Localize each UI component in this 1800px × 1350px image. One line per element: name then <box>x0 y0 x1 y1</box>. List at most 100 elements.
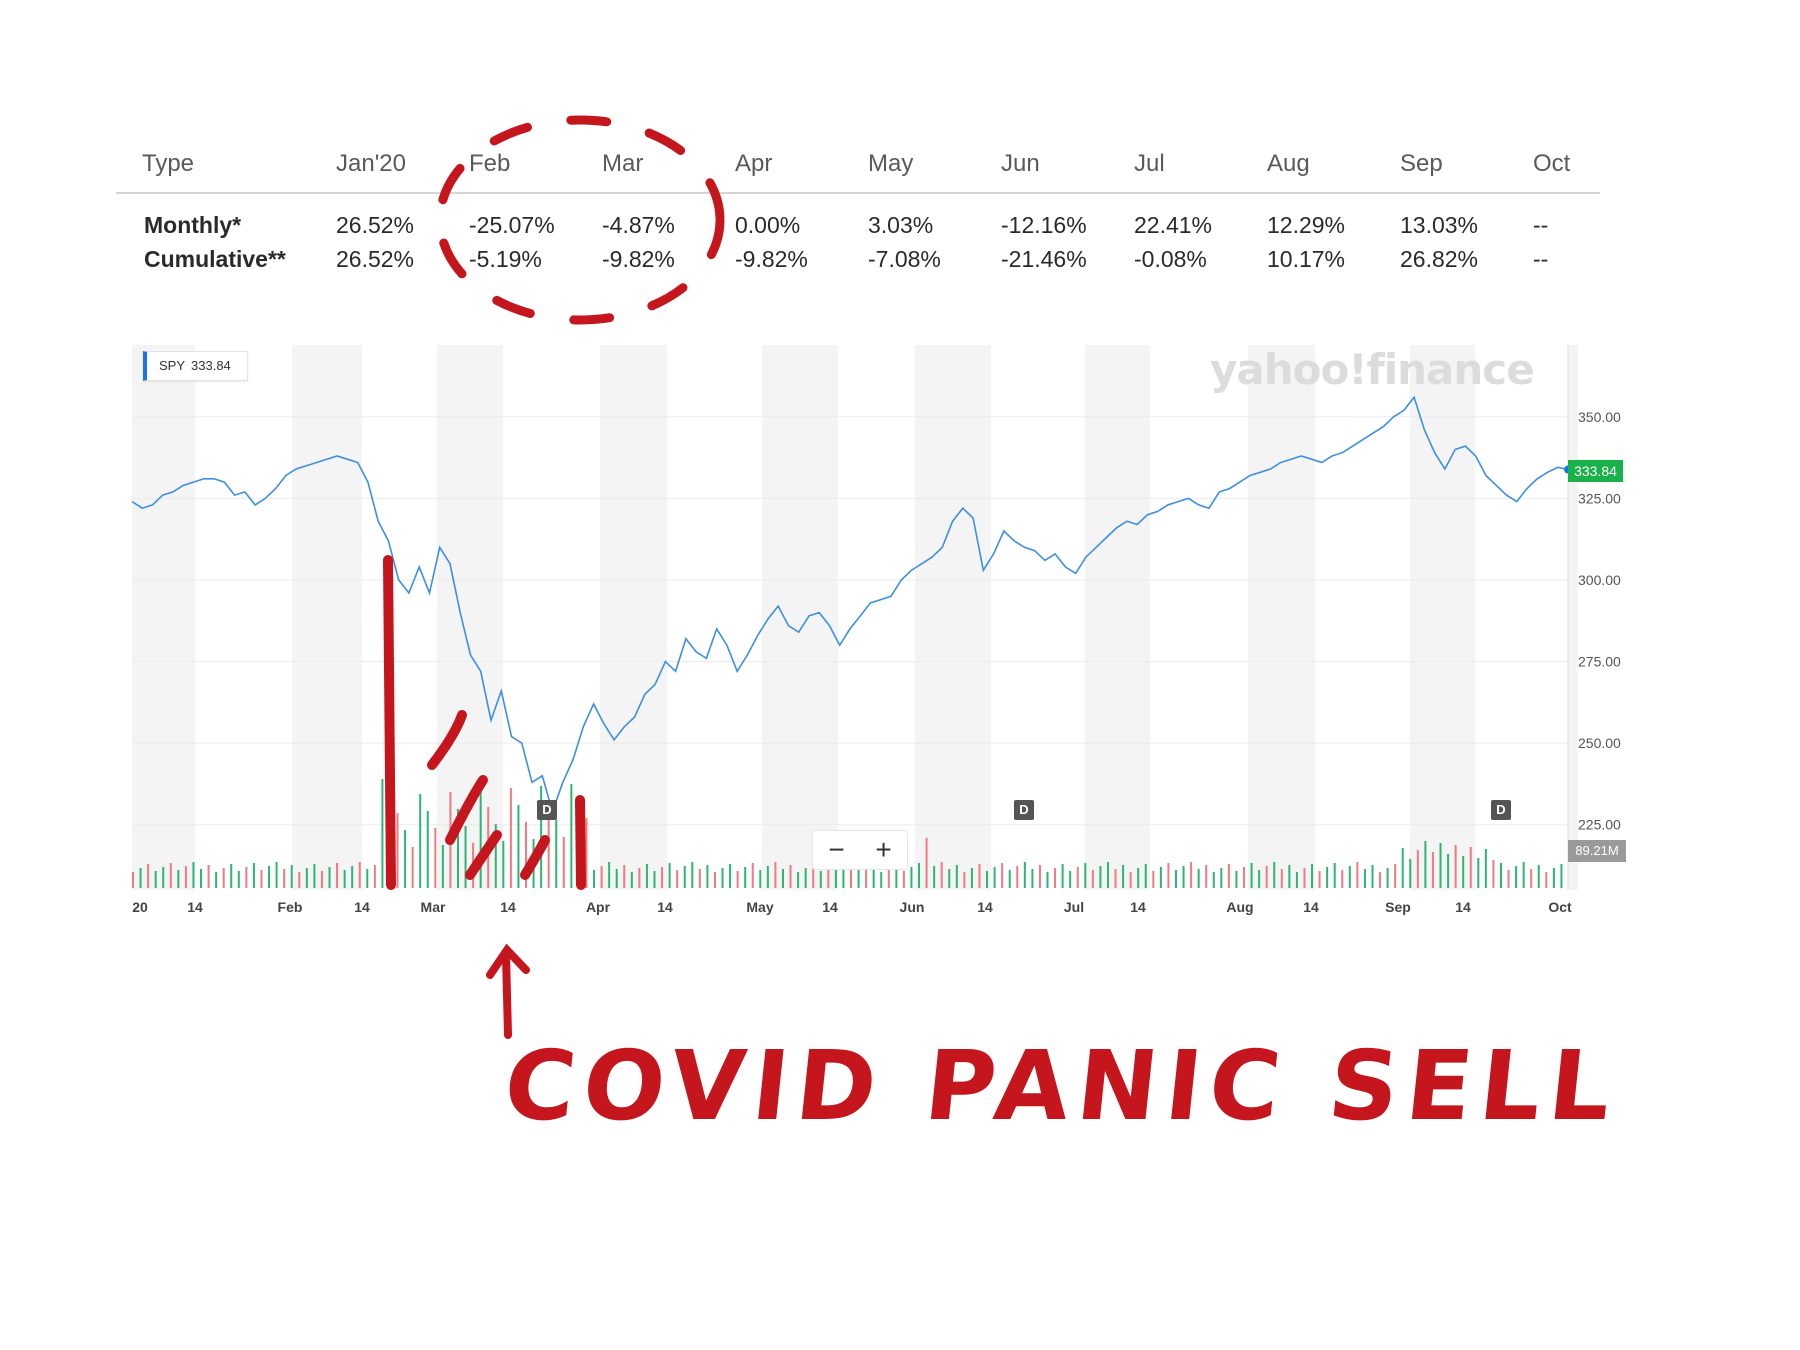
volume-bar <box>1084 863 1087 888</box>
volume-bar <box>419 794 422 888</box>
volume-bar <box>1288 865 1291 888</box>
volume-bar <box>1001 863 1004 888</box>
volume-bar <box>1379 872 1382 888</box>
x-tick-label: 20 <box>132 899 148 915</box>
volume-bar <box>1182 866 1185 888</box>
volume-bar <box>721 868 724 888</box>
dividend-marker[interactable]: D <box>1014 800 1034 820</box>
x-tick-label: Sep <box>1385 899 1411 915</box>
volume-bar <box>1220 868 1223 888</box>
volume-bar <box>1265 866 1268 888</box>
volume-bar <box>464 826 467 888</box>
volume-bar <box>1046 872 1049 888</box>
monthly-returns-table: Type Jan'20 Feb Mar Apr May Jun Jul Aug … <box>116 140 1616 320</box>
volume-bar <box>781 869 784 888</box>
volume-bar <box>1401 848 1404 888</box>
volume-bar <box>1515 866 1518 888</box>
volume-bar <box>797 872 800 888</box>
volume-bar <box>1409 859 1412 888</box>
volume-bar <box>351 866 354 888</box>
x-tick-label: Oct <box>1548 899 1572 915</box>
dividend-marker[interactable]: D <box>537 800 557 820</box>
month-band <box>292 345 362 890</box>
x-tick-label: 14 <box>354 899 370 915</box>
x-tick-label: Jun <box>900 899 925 915</box>
x-axis-ticks: 20 14 Feb 14 Mar 14 Apr 14 May 14 Jun 14 Jul 14 Aug 14 S… <box>132 899 1572 915</box>
table-cell: 0.00% <box>735 212 801 238</box>
volume-bar <box>698 869 701 888</box>
volume-bar <box>1386 868 1389 888</box>
volume-bar <box>585 818 588 888</box>
volume-bar <box>1152 871 1155 888</box>
volume-bar <box>245 867 248 888</box>
up-arrow <box>486 943 530 1039</box>
volume-bar <box>1363 869 1366 888</box>
volume-bar <box>683 866 686 888</box>
volume-bar <box>1454 845 1457 888</box>
volume-bar <box>902 871 905 888</box>
volume-bar <box>872 865 875 888</box>
zoom-out-button[interactable]: − <box>828 834 845 865</box>
volume-bar <box>343 870 346 888</box>
volume-bar <box>1129 872 1132 888</box>
volume-bar <box>147 864 150 888</box>
volume-bar <box>1318 871 1321 888</box>
x-tick-label: 14 <box>822 899 838 915</box>
volume-bar <box>819 871 822 888</box>
volume-bar <box>1258 870 1261 888</box>
volume-bar <box>184 866 187 888</box>
volume-bar <box>305 868 308 888</box>
volume-bar <box>222 868 225 888</box>
volume-bar <box>1235 871 1238 888</box>
volume-bar <box>789 865 792 888</box>
zoom-in-button[interactable]: + <box>875 834 892 865</box>
volume-bar <box>260 870 263 888</box>
table-cell: 12.29% <box>1267 212 1346 238</box>
x-tick-label: 14 <box>1303 899 1319 915</box>
volume-bar <box>1174 870 1177 888</box>
month-band <box>132 345 195 890</box>
table-cell: -4.87% <box>602 212 675 238</box>
volume-bar <box>215 872 218 888</box>
table-cell: -25.07% <box>469 212 555 238</box>
volume-bar <box>955 865 958 888</box>
volume-bar <box>1273 862 1276 888</box>
month-header: Sep <box>1400 150 1443 177</box>
volume-bar <box>623 865 626 888</box>
x-tick-label: Jul <box>1064 899 1084 915</box>
volume-bar <box>494 824 497 888</box>
volume-bar <box>895 864 898 888</box>
volume-bar <box>1295 872 1298 888</box>
table-cell: -5.19% <box>469 246 542 272</box>
month-band <box>600 345 667 890</box>
month-header: Oct <box>1533 150 1571 177</box>
volume-bar <box>1054 868 1057 888</box>
volume-bar <box>774 862 777 888</box>
volume-bar <box>1348 866 1351 888</box>
month-header: Mar <box>602 150 644 177</box>
month-header: May <box>868 150 914 177</box>
x-tick-label: 14 <box>1130 899 1146 915</box>
y-tick-label: 350.00 <box>1578 409 1621 425</box>
volume-bar <box>1190 862 1193 888</box>
volume-bar <box>525 822 528 888</box>
x-tick-label: Aug <box>1226 899 1253 915</box>
volume-bar <box>1197 869 1200 888</box>
volume-bar <box>691 862 694 888</box>
volume-bar <box>1076 867 1079 888</box>
volume-bar <box>593 870 596 888</box>
volume-bar <box>1205 865 1208 888</box>
volume-bar <box>1311 864 1314 888</box>
volume-bar <box>661 867 664 888</box>
x-tick-label: 14 <box>657 899 673 915</box>
volume-bar <box>1250 863 1253 888</box>
volume-bar <box>1530 869 1533 888</box>
volume-bar <box>162 867 165 888</box>
volume-bar <box>759 870 762 888</box>
volume-bar <box>200 869 203 888</box>
volume-bar <box>230 864 233 888</box>
ticker-badge[interactable]: SPY 333.84 <box>143 351 248 381</box>
dividend-marker[interactable]: D <box>1491 800 1511 820</box>
month-band <box>1248 345 1315 890</box>
month-header: Aug <box>1267 150 1310 177</box>
